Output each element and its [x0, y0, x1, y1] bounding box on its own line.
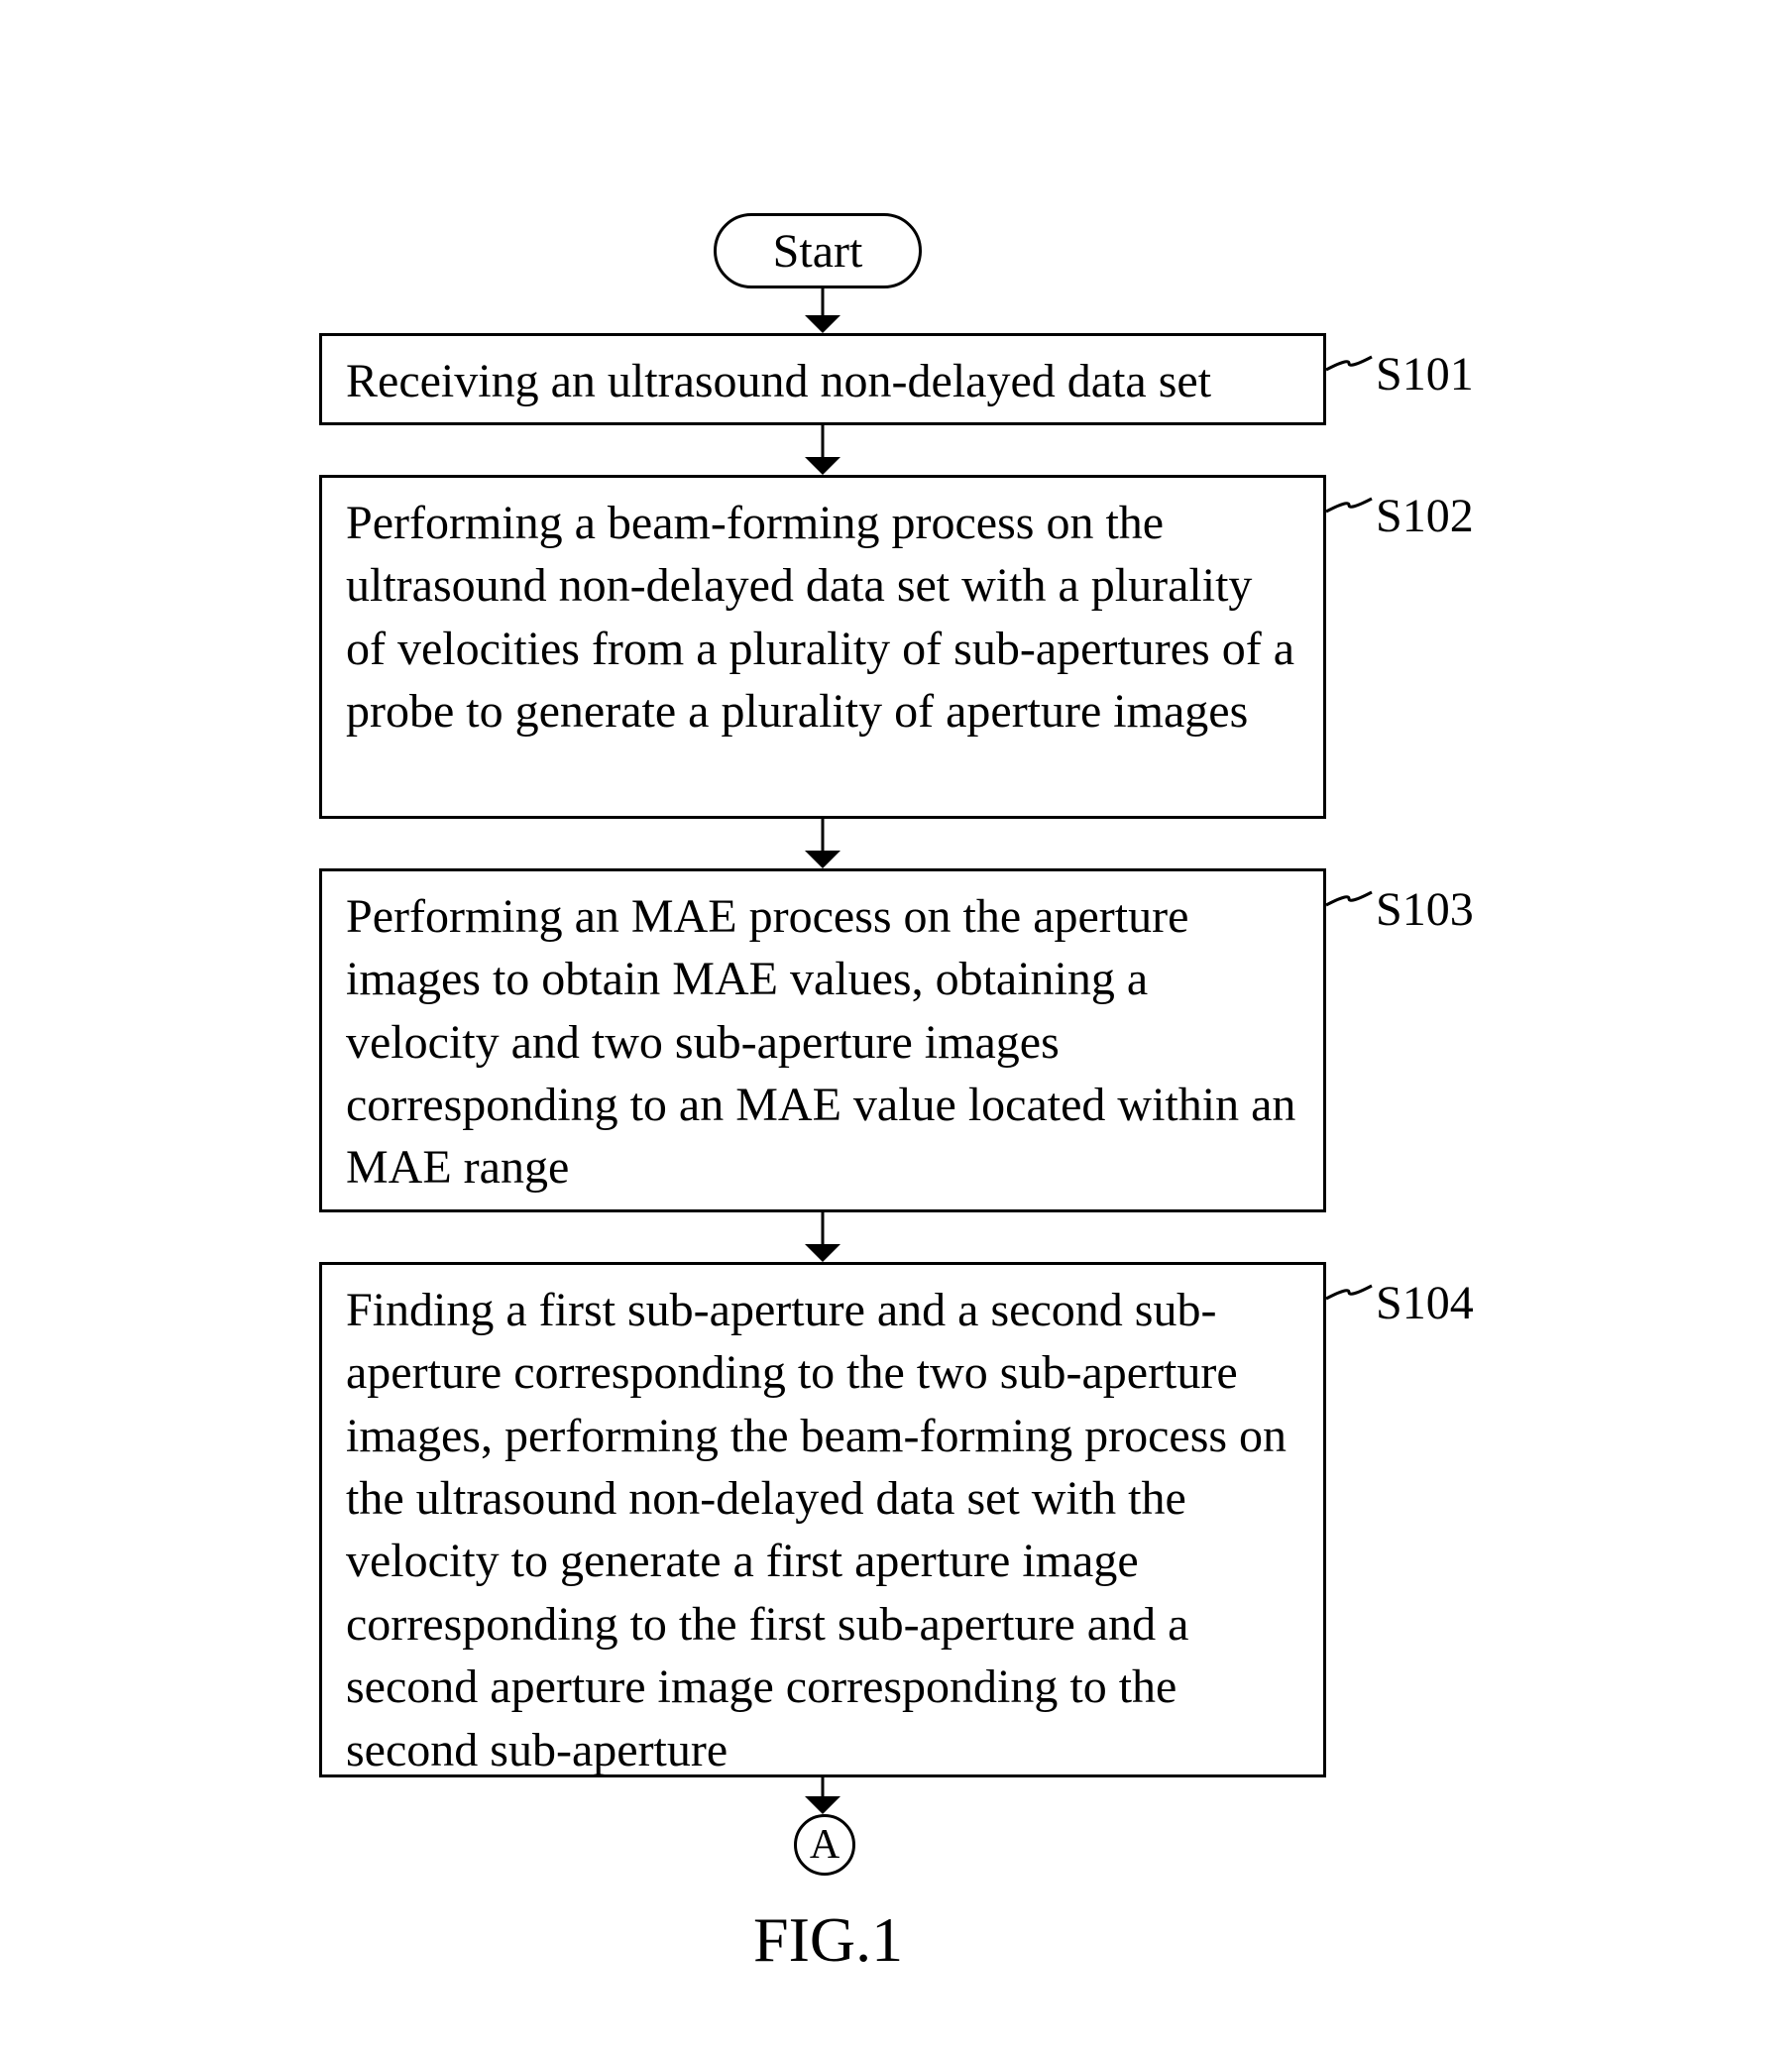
arrow-down-4: [805, 1212, 840, 1262]
offpage-connector-a: A: [794, 1814, 855, 1876]
step-label-s104: S104: [1376, 1276, 1474, 1330]
leader-line-s104: [1320, 1276, 1378, 1309]
arrow-down-5: [805, 1777, 840, 1814]
leader-line-s103: [1320, 882, 1378, 915]
arrow-down-2: [805, 425, 840, 475]
process-step-s104: Finding a first sub-aperture and a secon…: [319, 1262, 1326, 1777]
arrow-down-1: [805, 288, 840, 333]
step-label-s103: S103: [1376, 882, 1474, 937]
process-step-s103: Performing an MAE process on the apertur…: [319, 868, 1326, 1212]
leader-line-s102: [1320, 489, 1378, 521]
step-label-s102: S102: [1376, 489, 1474, 543]
arrow-down-3: [805, 819, 840, 868]
process-step-s101: Receiving an ultrasound non-delayed data…: [319, 333, 1326, 425]
start-terminator: Start: [714, 213, 922, 288]
flowchart-canvas: Start Receiving an ultrasound non-delayed…: [0, 0, 1792, 2059]
process-step-s102: Performing a beam-forming process on the…: [319, 475, 1326, 819]
figure-label: FIG.1: [753, 1903, 903, 1977]
leader-line-s101: [1320, 347, 1378, 380]
step-label-s101: S101: [1376, 347, 1474, 401]
